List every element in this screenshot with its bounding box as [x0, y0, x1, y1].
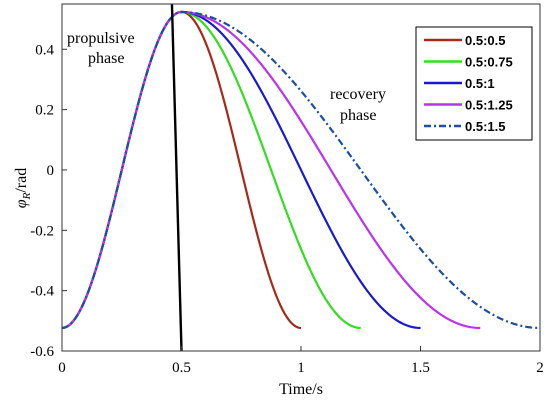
x-axis-ticks: 0 0.5 1 1.5 2: [58, 346, 544, 376]
y-tick-label: 0.4: [35, 42, 54, 58]
x-tick-label: 0.5: [172, 360, 191, 376]
x-tick-label: 0: [58, 360, 66, 376]
y-tick-label: 0: [47, 163, 55, 179]
x-tick-label: 1.5: [411, 360, 430, 376]
x-tick-label: 1: [297, 360, 305, 376]
phase-divider-line: [170, 3, 183, 352]
legend-label: 0.5:1.5: [465, 119, 505, 134]
y-axis-title-subscript: R: [21, 192, 33, 200]
legend-label: 0.5:1: [465, 76, 495, 91]
legend: 0.5:0.5 0.5:0.75 0.5:1 0.5:1.25 0.5:1.5: [415, 26, 533, 141]
y-tick-label: 0.2: [35, 103, 54, 119]
annotation-propulsive-line2: phase: [88, 50, 124, 67]
y-axis-title-symbol: φ: [13, 199, 30, 208]
x-tick-label: 2: [536, 360, 544, 376]
y-axis-ticks: -0.6 -0.4 -0.2 0 0.2 0.4: [30, 42, 67, 360]
legend-label: 0.5:1.25: [465, 98, 513, 113]
y-tick-label: -0.4: [30, 284, 54, 300]
curves-group: [61, 10, 541, 330]
legend-label: 0.5:0.5: [465, 33, 505, 48]
legend-label: 0.5:0.75: [465, 55, 513, 70]
y-tick-label: -0.2: [30, 223, 54, 239]
x-axis-title: Time/s: [279, 381, 323, 398]
annotation-recovery-line2: phase: [340, 107, 376, 124]
y-axis-title: φR/rad: [13, 168, 33, 208]
annotation-recovery-line1: recovery: [330, 86, 386, 103]
y-axis-title-unit: /rad: [13, 168, 30, 193]
annotation-propulsive-line1: propulsive: [67, 30, 135, 47]
y-tick-label: -0.6: [30, 344, 54, 360]
series-line-4: [61, 10, 541, 330]
